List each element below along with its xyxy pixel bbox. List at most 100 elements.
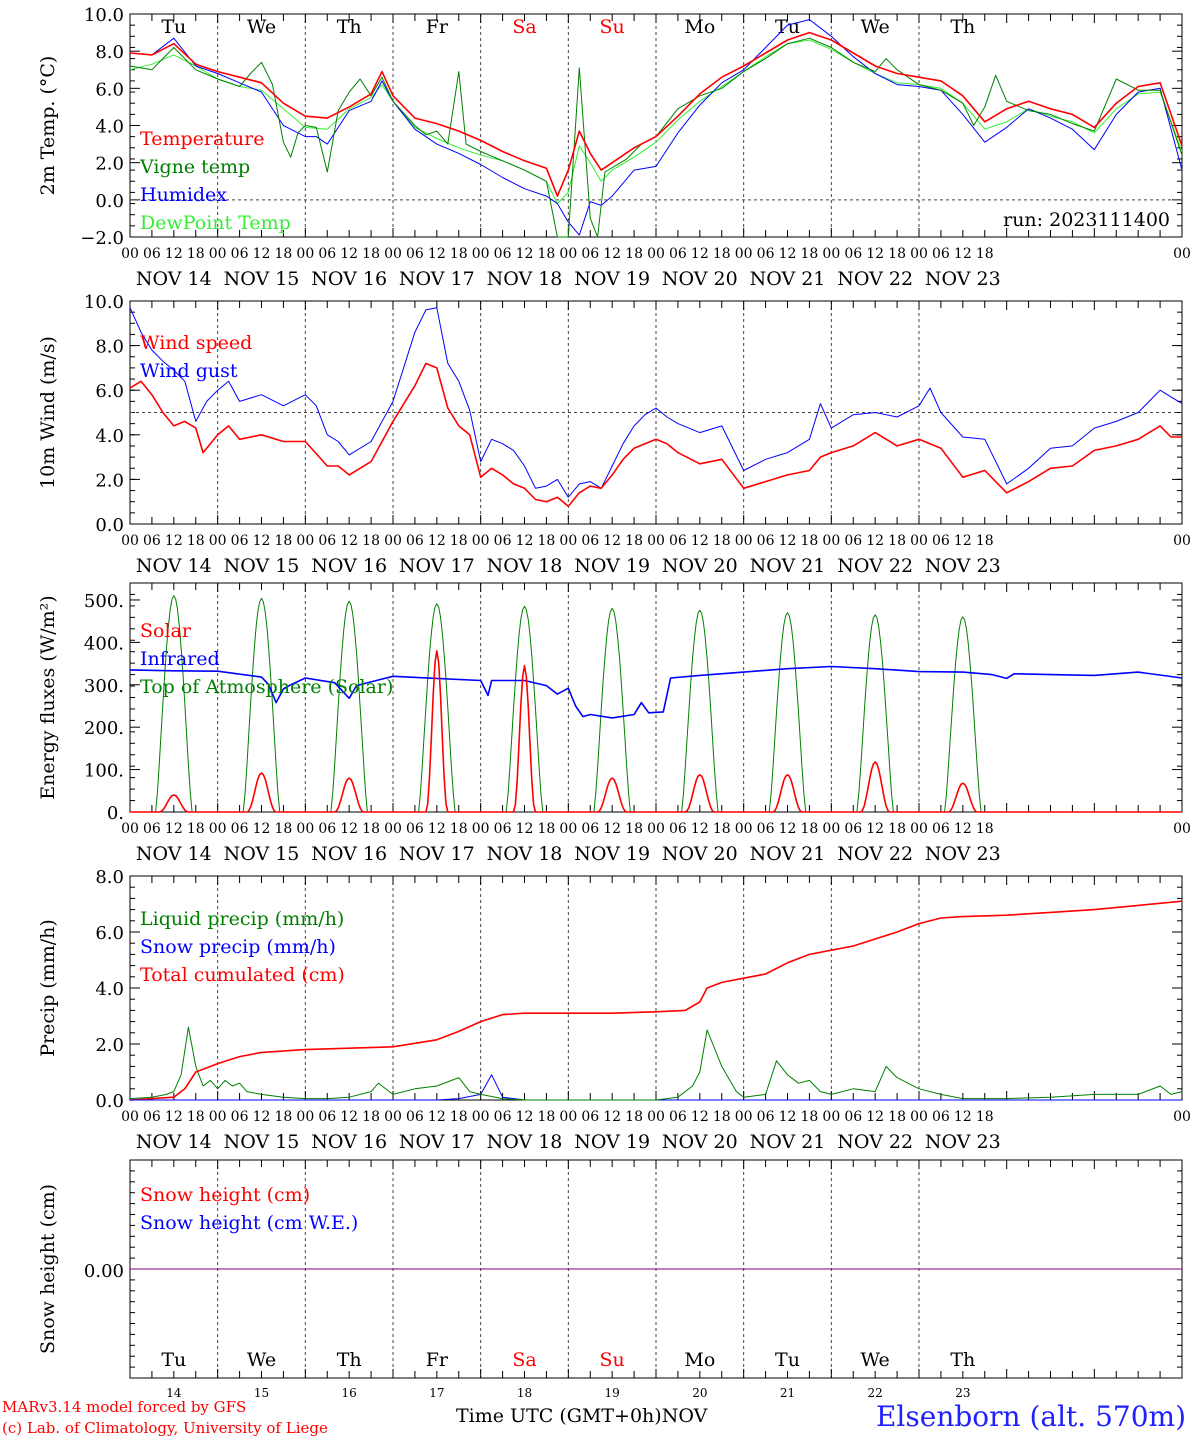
date-label: NOV 21 xyxy=(750,1131,826,1153)
hour-tick-label: 00 xyxy=(910,1109,928,1125)
hour-tick-label: 00 xyxy=(1173,1109,1191,1125)
hour-tick-label: 06 xyxy=(318,821,336,837)
hour-tick-label: 06 xyxy=(143,533,161,549)
y-tick-label: 0. xyxy=(107,803,124,824)
hour-tick-label: 00 xyxy=(822,1109,840,1125)
legend-entry: Snow precip (mm/h) xyxy=(140,936,336,958)
weekday-label: Su xyxy=(600,1349,625,1371)
hour-tick-label: 06 xyxy=(318,1109,336,1125)
meteogram-chart: 10.08.06.04.02.00.0−2.02m Temp. (°C)00 06… xyxy=(37,5,1191,1400)
time-axis-title: Time UTC (GMT+0h)NOV xyxy=(456,1405,707,1427)
weekday-label: Th xyxy=(950,16,975,38)
weekday-label: We xyxy=(247,16,276,38)
y-tick-label: 200. xyxy=(84,718,124,739)
date-label: NOV 16 xyxy=(311,1131,387,1153)
day-number-label: 21 xyxy=(780,1386,795,1400)
hour-tick-label: 06 xyxy=(231,246,249,262)
hour-tick-label: 06 xyxy=(757,533,775,549)
y-tick-label: 0.00 xyxy=(84,1261,124,1282)
date-label: NOV 17 xyxy=(399,1131,475,1153)
hour-tick-label: 12 xyxy=(603,1109,621,1125)
hour-tick-label: 06 xyxy=(406,246,424,262)
month-label: NOV xyxy=(661,1405,708,1427)
date-label: NOV 18 xyxy=(487,555,563,577)
hour-tick-label: 06 xyxy=(669,246,687,262)
hour-tick-label: 12 xyxy=(428,246,446,262)
date-label: NOV 18 xyxy=(487,1131,563,1153)
y-axis-label: 2m Temp. (°C) xyxy=(37,56,59,196)
legend-entry: Top of Atmosphere (Solar) xyxy=(140,676,393,698)
hour-tick-label: 18 xyxy=(976,821,994,837)
station-name: Elsenborn (alt. 570m) xyxy=(875,1400,1186,1433)
legend-entry: Wind speed xyxy=(140,332,252,354)
hour-tick-label: 18 xyxy=(713,533,731,549)
y-tick-label: 8.0 xyxy=(95,42,124,63)
day-number-label: 15 xyxy=(254,1386,269,1400)
hour-tick-label: 06 xyxy=(669,1109,687,1125)
hour-tick-label: 12 xyxy=(603,246,621,262)
hour-tick-label: 12 xyxy=(603,821,621,837)
hour-tick-label: 00 xyxy=(472,1109,490,1125)
hour-tick-label: 18 xyxy=(362,821,380,837)
y-axis-label: Energy fluxes (W/m²) xyxy=(37,595,59,799)
hour-tick-label: 12 xyxy=(516,1109,534,1125)
hour-tick-label: 12 xyxy=(866,533,884,549)
hour-tick-label: 00 xyxy=(822,533,840,549)
y-tick-label: 500. xyxy=(84,591,124,612)
y-axis-label: Snow height (cm) xyxy=(37,1184,59,1354)
hour-tick-label: 12 xyxy=(866,821,884,837)
hour-tick-label: 06 xyxy=(844,1109,862,1125)
weekday-label: Th xyxy=(337,16,362,38)
hour-tick-label: 18 xyxy=(801,533,819,549)
hour-tick-label: 06 xyxy=(231,821,249,837)
hour-tick-label: 00 xyxy=(1173,821,1191,837)
hour-tick-label: 12 xyxy=(253,246,271,262)
hour-tick-label: 00 xyxy=(647,821,665,837)
hour-tick-label: 18 xyxy=(625,246,643,262)
y-tick-label: 4.0 xyxy=(95,426,124,447)
weekday-label: Mo xyxy=(684,1349,715,1371)
hour-tick-label: 12 xyxy=(165,246,183,262)
hour-tick-label: 06 xyxy=(669,821,687,837)
hour-tick-label: 18 xyxy=(801,1109,819,1125)
hour-tick-label: 18 xyxy=(362,246,380,262)
hour-tick-label: 12 xyxy=(428,533,446,549)
y-tick-label: 6.0 xyxy=(95,79,124,100)
hour-tick-label: 06 xyxy=(318,533,336,549)
series-line xyxy=(129,665,1183,719)
hour-tick-label: 06 xyxy=(844,246,862,262)
credit-model: MARv3.14 model forced by GFS xyxy=(2,1398,247,1416)
legend-entry: Humidex xyxy=(140,184,227,206)
series-line xyxy=(129,19,1183,236)
weekday-label: Sa xyxy=(512,1349,536,1371)
hour-tick-label: 00 xyxy=(209,821,227,837)
hour-tick-label: 06 xyxy=(318,246,336,262)
hour-tick-label: 18 xyxy=(713,246,731,262)
legend-entry: Temperature xyxy=(140,128,264,150)
legend-entry: DewPoint Temp xyxy=(140,212,291,234)
hour-tick-label: 06 xyxy=(406,821,424,837)
hour-tick-label: 00 xyxy=(822,821,840,837)
legend-entry: Liquid precip (mm/h) xyxy=(140,908,344,930)
date-label: NOV 14 xyxy=(136,268,212,290)
weekday-label: Fr xyxy=(426,16,449,38)
hour-tick-label: 12 xyxy=(165,533,183,549)
hour-tick-label: 06 xyxy=(581,246,599,262)
hour-tick-label: 00 xyxy=(384,533,402,549)
y-tick-label: 10.0 xyxy=(84,292,124,313)
hour-tick-label: 18 xyxy=(888,821,906,837)
hour-tick-label: 18 xyxy=(450,821,468,837)
date-label: NOV 14 xyxy=(136,1131,212,1153)
hour-tick-label: 00 xyxy=(910,246,928,262)
weekday-label: We xyxy=(247,1349,276,1371)
hour-tick-label: 00 xyxy=(296,246,314,262)
y-tick-label: 8.0 xyxy=(95,867,124,888)
date-label: NOV 20 xyxy=(662,555,738,577)
legend-entry: Infrared xyxy=(140,648,220,670)
hour-tick-label: 06 xyxy=(143,1109,161,1125)
series-line xyxy=(130,650,1182,813)
date-label: NOV 20 xyxy=(662,1131,738,1153)
y-tick-label: 0.0 xyxy=(95,191,124,212)
hour-tick-label: 00 xyxy=(472,533,490,549)
series-line xyxy=(129,31,1183,197)
